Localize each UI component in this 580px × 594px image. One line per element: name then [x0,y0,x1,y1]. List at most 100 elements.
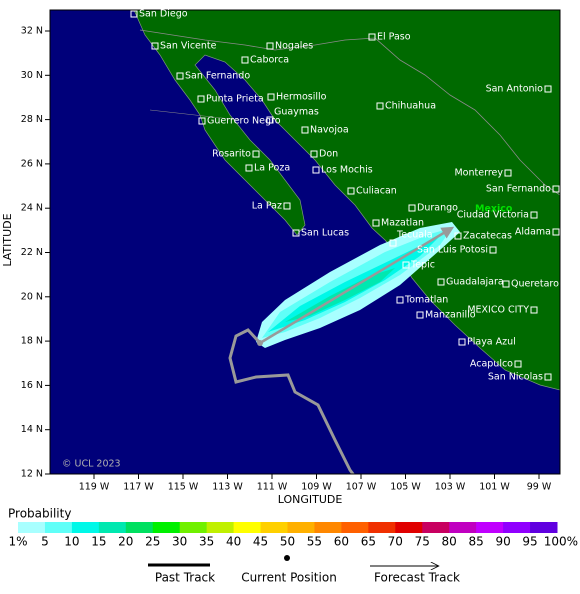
legend-label: 50 [280,535,295,549]
legend-swatch [368,522,396,533]
y-tick-label: 24 N [21,203,43,214]
city-label: Chihuahua [385,101,436,112]
city-marker [530,211,538,219]
city-marker [301,126,309,134]
y-tick-label: 28 N [21,114,43,125]
city-marker [454,232,462,240]
legend-label: 95 [522,535,537,549]
y-tick-label: 12 N [21,469,43,480]
city-label: San Lucas [301,228,349,239]
legend-swatch [341,522,369,533]
credit: © UCL 2023 [62,459,121,470]
city-label: San Fernando [486,184,551,195]
city-marker [310,150,318,158]
legend-swatch [449,522,477,533]
city-label: Nogales [275,41,313,52]
legend-label: 45 [253,535,268,549]
city-marker [347,187,355,195]
city-label: Guaymas [274,107,319,118]
legend-swatch [125,522,154,533]
city-marker [292,229,300,237]
city-marker [530,306,538,314]
current-position [257,340,263,346]
city-marker [552,228,560,236]
city-marker [283,202,291,210]
city-marker [312,166,320,174]
city-label: Playa Azul [467,337,516,348]
city-marker [198,117,206,125]
city-marker [489,246,497,254]
legend-title: Probability [8,507,71,521]
y-tick-label: 30 N [21,70,43,81]
y-tick-label: 22 N [21,247,43,258]
legend-label: 15 [91,535,106,549]
y-axis-title: LATITUDE [1,213,14,266]
legend-label: 65 [361,535,376,549]
legend-label: 80 [442,535,457,549]
legend-swatch [395,522,423,533]
legend-label: 35 [199,535,214,549]
legend-swatch [179,522,208,533]
city-label: Caborca [250,55,289,66]
legend-label: 90 [495,535,510,549]
city-label: San Fernando [185,71,250,82]
legend-swatch [71,522,100,533]
city-label: Aldama [515,227,551,238]
legend-label: 75 [415,535,430,549]
city-marker [502,280,510,288]
x-tick-label: 119 W [79,482,110,493]
legend-swatch [98,522,127,533]
city-label: Manzanillo [425,310,476,321]
y-tick-label: 18 N [21,336,43,347]
x-axis-title: LONGITUDE [278,493,343,506]
city-marker [267,93,275,101]
map [50,10,560,474]
legend-label: 100% [544,535,578,549]
city-marker [241,56,249,64]
legend-label: 70 [388,535,403,549]
city-label: Monterrey [454,168,503,179]
border [139,29,560,196]
x-tick-label: 99 W [527,482,552,493]
x-tick-label: 117 W [123,482,154,493]
legend-swatch [152,522,181,533]
y-tick-label: 20 N [21,291,43,302]
city-marker [266,42,274,50]
city-label: Acapulco [470,359,513,370]
legend-swatch [287,522,315,533]
x-tick-label: 103 W [435,482,466,493]
city-marker [376,102,384,110]
city-label: San Antonio [486,84,544,95]
x-tick-label: 111 W [257,482,288,493]
city-marker [437,278,445,286]
city-marker [396,296,404,304]
x-tick-label: 109 W [301,482,332,493]
city-label: La Poza [254,163,290,174]
country-label: Mexico [475,204,513,215]
legend-swatch [206,522,235,533]
y-tick-label: 14 N [21,424,43,435]
city-label: El Paso [377,32,411,43]
key-label: Current Position [241,571,337,585]
legend-swatch [503,522,531,533]
legend-label: 5 [41,535,49,549]
legend-swatch [476,522,504,533]
city-marker [514,360,522,368]
city-label: Tomatlan [404,295,448,306]
legend-swatch [422,522,450,533]
legend-swatch [44,522,73,533]
past-track [228,328,355,474]
legend-label: 20 [118,535,133,549]
land [133,10,560,391]
legend-label: 10 [64,535,79,549]
city-marker [266,116,274,124]
y-tick-label: 32 N [21,26,43,37]
city-label: San Vicente [160,41,217,52]
city-label: Los Mochis [321,165,373,176]
legend-label: 25 [145,535,160,549]
city-label: Queretaro [511,279,559,290]
city-label: Rosarito [212,149,251,160]
legend-label: 30 [172,535,187,549]
x-tick-label: 115 W [168,482,199,493]
